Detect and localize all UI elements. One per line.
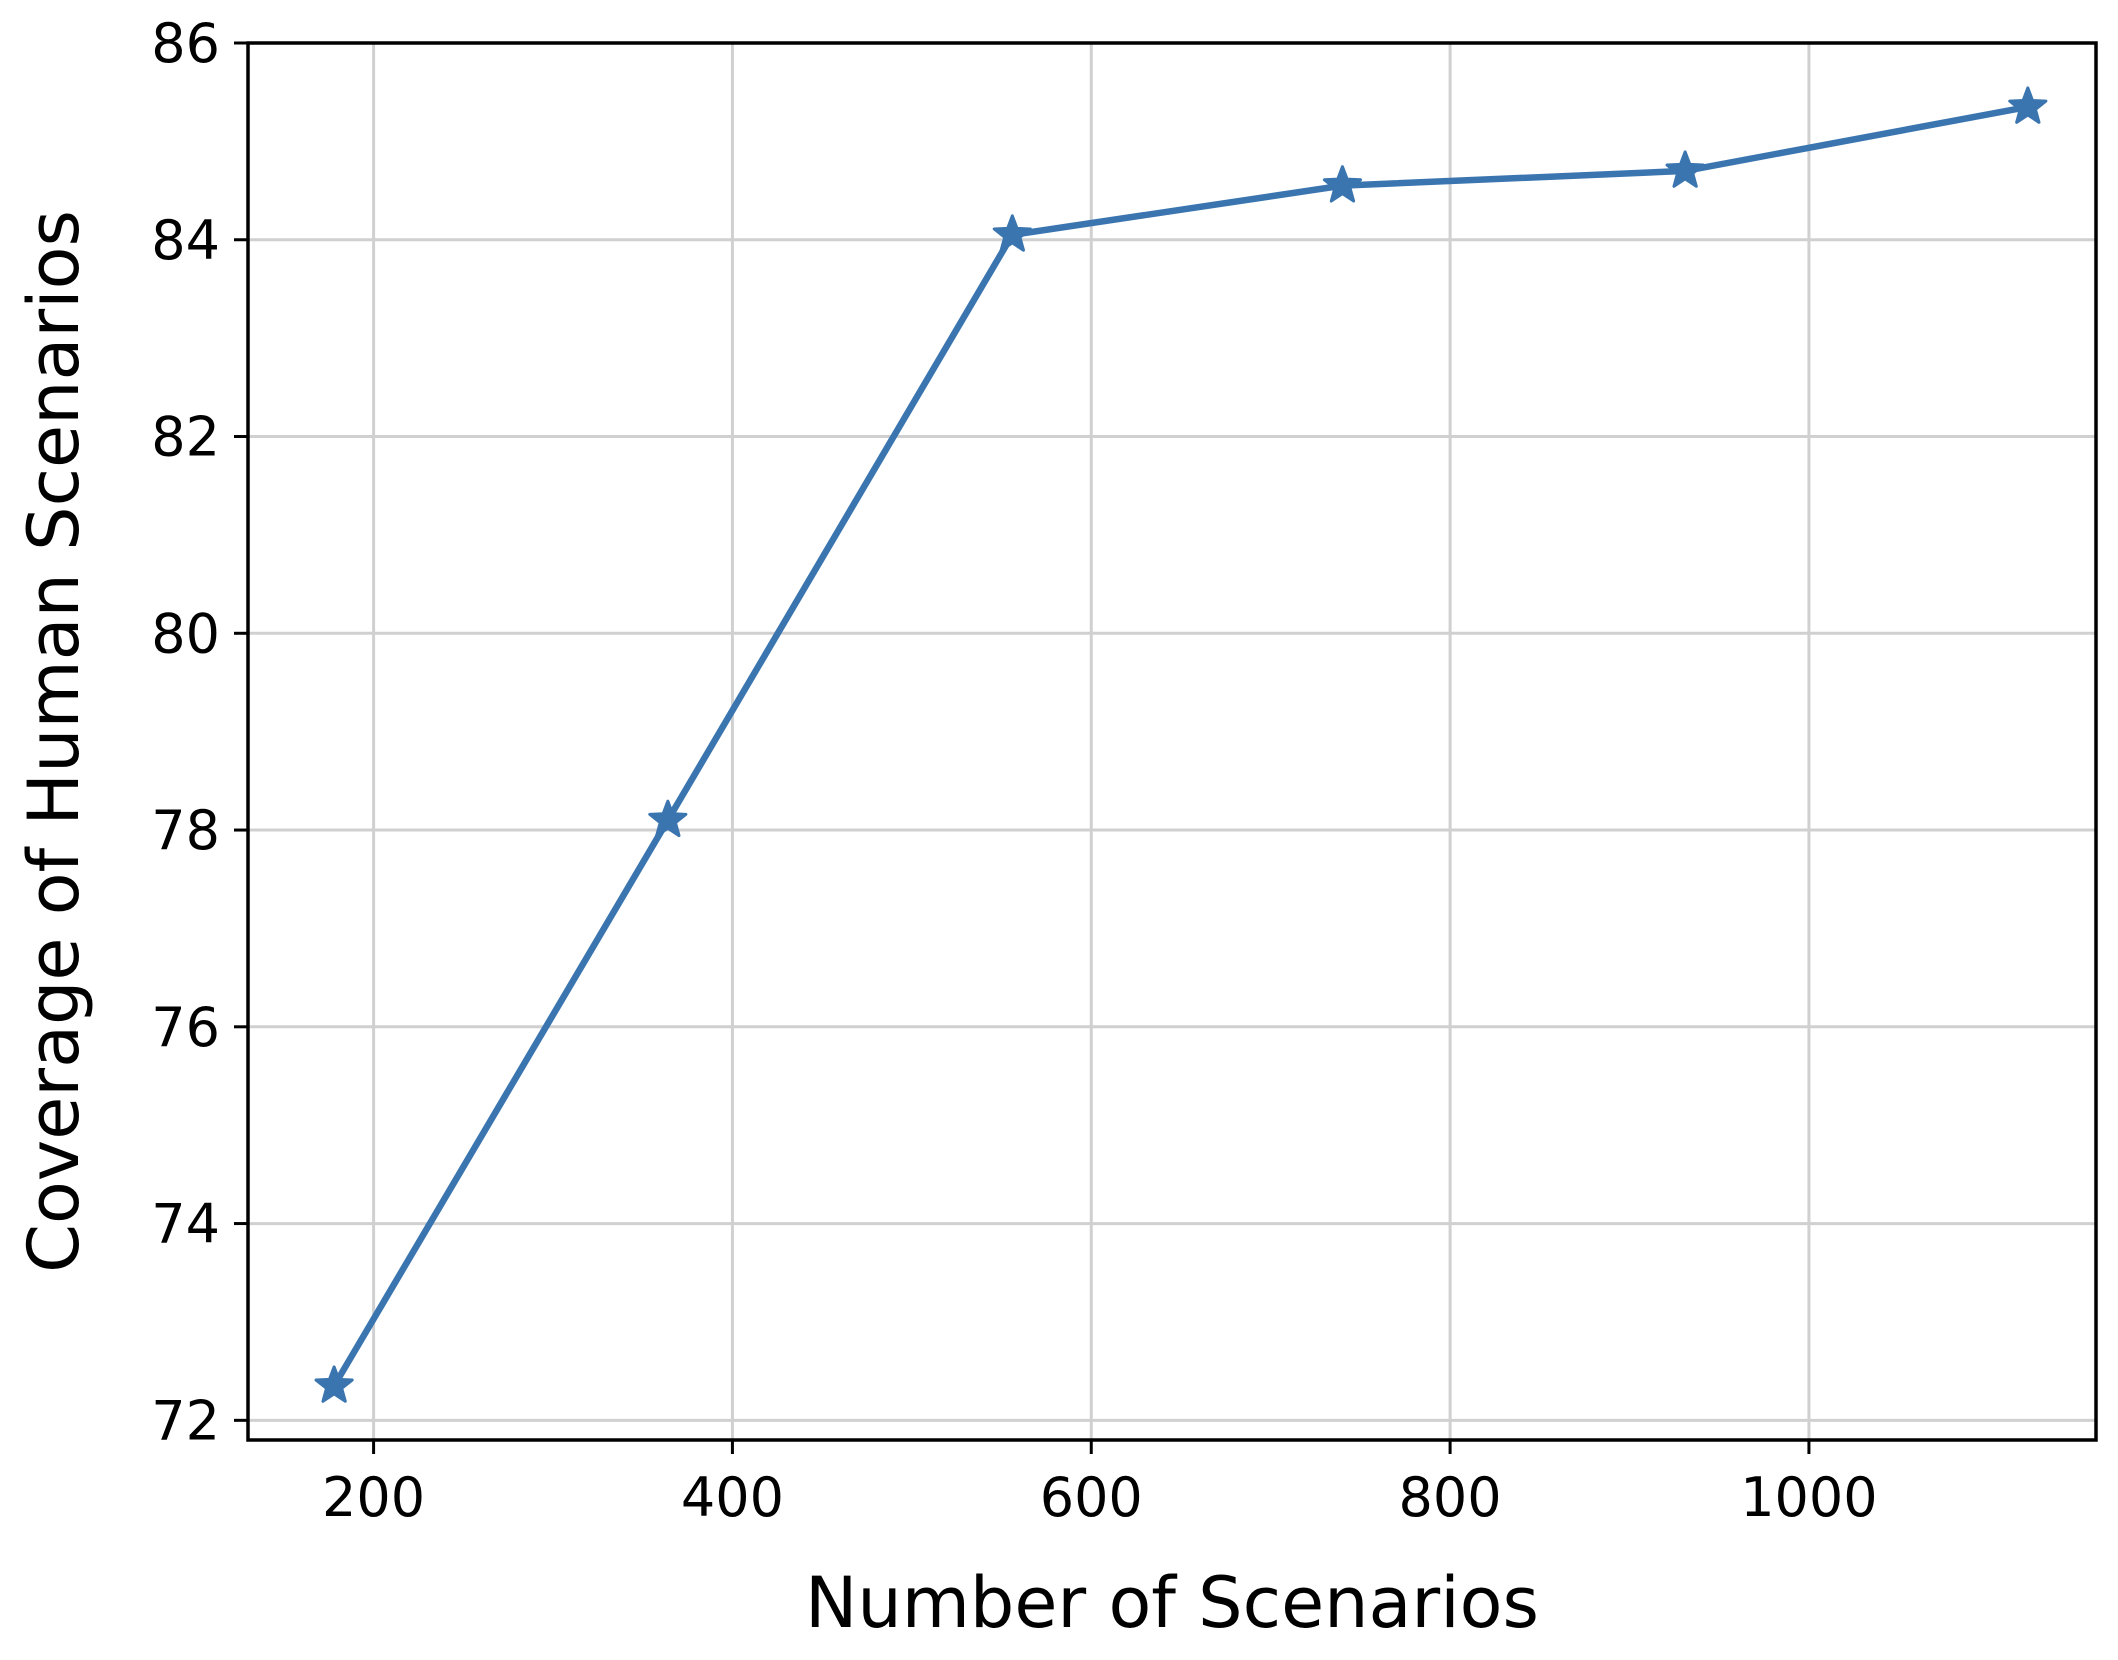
y-tick-label: 76 [151,996,220,1059]
x-tick-label: 800 [1399,1466,1502,1529]
x-tick-label: 400 [681,1466,784,1529]
axis-ticks: 200 400 600 800 1000 72 74 76 78 80 82 84 86 [151,12,1877,1529]
y-tick-label: 78 [151,799,220,862]
data-point-star [2008,86,2048,124]
y-tick-label: 84 [151,209,220,272]
y-tick-label: 86 [151,12,220,75]
y-tick-label: 80 [151,602,220,665]
data-point-star [1322,165,1363,203]
x-axis-label: Number of Scenarios [805,1562,1539,1644]
data-point-star [1665,150,1705,188]
series-layer [314,86,2048,1403]
data-point-star [992,214,1032,252]
y-tick-label: 74 [151,1193,220,1256]
x-tick-label: 600 [1040,1466,1143,1529]
data-point-star [648,799,688,838]
series-line [330,103,2032,1390]
plot-area-frame [246,41,2098,1442]
y-tick-label: 82 [151,406,220,469]
x-tick-label: 1000 [1740,1466,1877,1529]
y-axis-label: Coverage of Human Scenarios [13,210,95,1273]
y-tick-label: 72 [151,1389,220,1452]
grid-lines [248,41,2096,1440]
data-point-star [314,1365,354,1403]
x-tick-label: 200 [322,1466,425,1529]
